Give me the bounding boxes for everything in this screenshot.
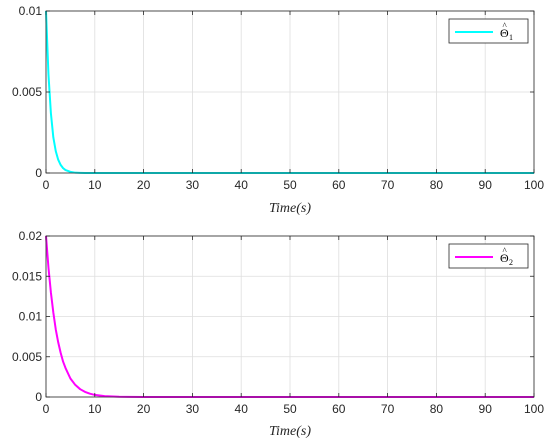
legend: Θ^1 bbox=[448, 18, 529, 44]
x-tick-label: 90 bbox=[479, 178, 493, 192]
x-tick-label: 70 bbox=[381, 178, 395, 192]
legend-subscript: 2 bbox=[509, 258, 513, 267]
x-tick-label: 30 bbox=[186, 402, 200, 416]
legend-label: Θ bbox=[500, 26, 509, 40]
y-tick-label: 0.02 bbox=[19, 229, 43, 243]
x-tick-label: 0 bbox=[43, 178, 50, 192]
y-tick-label: 0.005 bbox=[12, 85, 42, 99]
x-tick-label: 40 bbox=[235, 402, 249, 416]
x-tick-label: 60 bbox=[332, 402, 346, 416]
legend-subscript: 1 bbox=[509, 33, 513, 42]
y-tick-label: 0 bbox=[35, 166, 42, 180]
chart-panel-theta2: 0 10 20 30 40 50 60 70 80 90 100 0 0.005 0.01 0.015 0.0… bbox=[12, 229, 544, 439]
x-tick-label: 0 bbox=[43, 402, 50, 416]
x-axis-label: Time(s) bbox=[269, 424, 311, 439]
y-tick-label: 0.01 bbox=[19, 310, 43, 324]
legend-hat-accent: ^ bbox=[503, 21, 508, 31]
legend-label: Θ bbox=[500, 251, 509, 265]
x-tick-label: 40 bbox=[235, 178, 249, 192]
x-tick-label: 100 bbox=[524, 402, 544, 416]
chart-panel-theta1: 0 10 20 30 40 50 60 70 80 90 100 0 0.005 0.01 Time(s) Θ… bbox=[12, 4, 544, 216]
x-tick-label: 20 bbox=[137, 178, 151, 192]
x-tick-label: 80 bbox=[430, 178, 444, 192]
x-tick-label: 50 bbox=[283, 178, 297, 192]
y-tick-label: 0.01 bbox=[19, 4, 43, 18]
x-tick-label: 10 bbox=[88, 178, 102, 192]
x-tick-label: 80 bbox=[430, 402, 444, 416]
y-tick-label: 0.015 bbox=[12, 269, 42, 283]
y-tick-label: 0.005 bbox=[12, 350, 42, 364]
x-tick-label: 70 bbox=[381, 402, 395, 416]
x-tick-label: 100 bbox=[524, 178, 544, 192]
x-axis-label: Time(s) bbox=[269, 201, 311, 216]
y-tick-label: 0 bbox=[35, 390, 42, 404]
x-tick-label: 50 bbox=[283, 402, 297, 416]
x-tick-label: 90 bbox=[479, 402, 493, 416]
legend-hat-accent: ^ bbox=[503, 246, 508, 256]
legend: Θ^2 bbox=[448, 243, 529, 269]
x-tick-label: 60 bbox=[332, 178, 346, 192]
x-tick-label: 20 bbox=[137, 402, 151, 416]
x-tick-label: 30 bbox=[186, 178, 200, 192]
x-tick-label: 10 bbox=[88, 402, 102, 416]
